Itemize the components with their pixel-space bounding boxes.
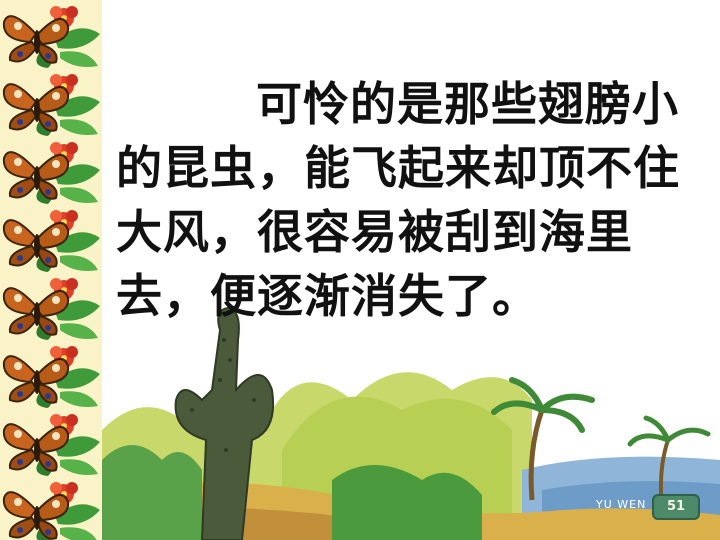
page-number-badge: 51: [652, 494, 700, 520]
butterfly-border: [0, 0, 102, 540]
butterfly-border-art: [2, 5, 101, 540]
book-label: YU WEN: [596, 498, 647, 511]
passage-line: 可怜的是那些翅膀小: [256, 77, 679, 131]
passage-text: 可怜的是那些翅膀小 的昆虫，能飞起来却顶不住 大风，很容易被刮到海里 去，便逐渐…: [116, 72, 708, 328]
landscape-illustration: [102, 300, 720, 540]
passage-line: 大风，很容易被刮到海里: [116, 205, 633, 259]
passage-line: 去，便逐渐消失了。: [116, 269, 539, 323]
passage-line: 的昆虫，能飞起来却顶不住: [116, 141, 680, 195]
